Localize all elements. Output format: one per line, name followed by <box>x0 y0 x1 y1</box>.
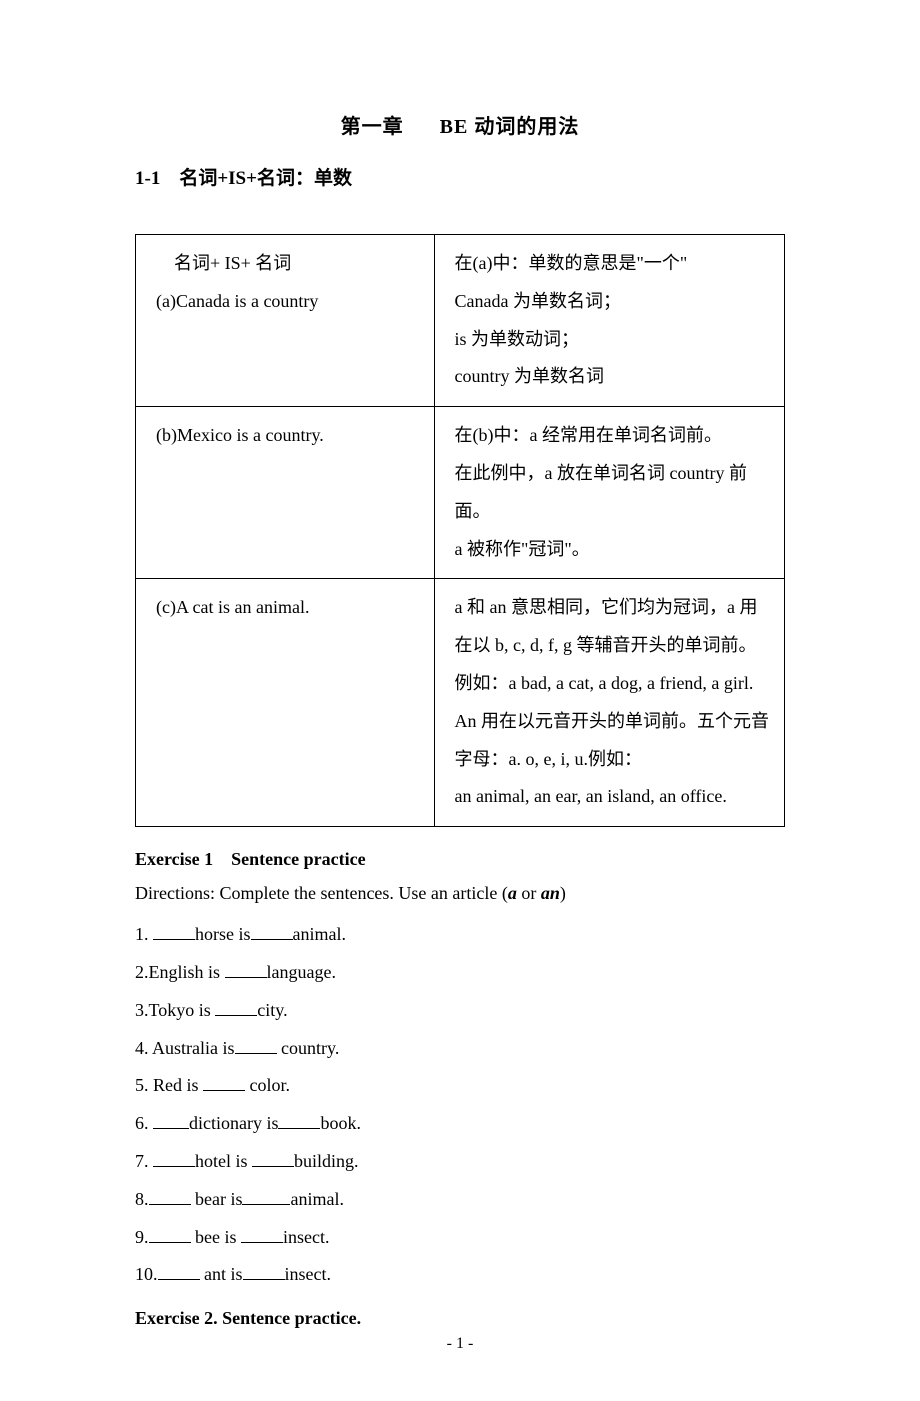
item-post: insect. <box>285 1264 332 1284</box>
item-post: city. <box>257 1000 287 1020</box>
chapter-title: 第一章 BE 动词的用法 <box>135 110 785 139</box>
item-pre: 2.English is <box>135 962 225 982</box>
sentence-item: 6. dictionary is book. <box>135 1105 785 1143</box>
item-post: language. <box>267 962 336 982</box>
item-pre: 3.Tokyo is <box>135 1000 215 1020</box>
sentence-item: 2.English is language. <box>135 954 785 992</box>
blank <box>153 922 195 940</box>
blank <box>241 1225 283 1243</box>
blank <box>158 1262 200 1280</box>
blank <box>203 1073 245 1091</box>
item-post: country. <box>277 1038 340 1058</box>
item-post: animal. <box>290 1189 343 1209</box>
table-row: 名词+ IS+ 名词(a)Canada is a country 在(a)中：单… <box>136 235 785 407</box>
directions-post: ) <box>560 883 566 903</box>
exercise1-list: 1. horse is animal. 2.English is language… <box>135 916 785 1294</box>
sentence-item: 4. Australia is country. <box>135 1030 785 1068</box>
exercise1-heading: Exercise 1 Sentence practice <box>135 845 785 871</box>
blank <box>242 1187 290 1205</box>
exercise1-directions: Directions: Complete the sentences. Use … <box>135 883 785 904</box>
table-cell-right: a 和 an 意思相同，它们均为冠词，a 用在以 b, c, d, f, g 等… <box>434 579 784 827</box>
blank <box>215 998 257 1016</box>
item-mid: horse is <box>195 924 251 944</box>
chapter-pre: 第一章 <box>341 116 404 138</box>
table-cell-left: (b)Mexico is a country. <box>136 407 435 579</box>
table-cell-right: 在(b)中：a 经常用在单词名词前。在此例中，a 放在单词名词 country … <box>434 407 784 579</box>
item-pre: 4. Australia is <box>135 1038 235 1058</box>
sentence-item: 3.Tokyo is city. <box>135 992 785 1030</box>
item-post: animal. <box>293 924 346 944</box>
table-row: (b)Mexico is a country. 在(b)中：a 经常用在单词名词… <box>136 407 785 579</box>
directions-a: a <box>508 883 517 903</box>
item-post: building. <box>294 1151 359 1171</box>
blank <box>251 922 293 940</box>
page-number: - 1 - <box>0 1335 920 1353</box>
sentence-item: 1. horse is animal. <box>135 916 785 954</box>
item-mid: dictionary is <box>189 1113 278 1133</box>
item-pre: 7. <box>135 1151 153 1171</box>
directions-or: or <box>517 883 541 903</box>
item-mid: bee is <box>191 1227 241 1247</box>
item-post: insect. <box>283 1227 330 1247</box>
item-mid: bear is <box>191 1189 243 1209</box>
item-post: book. <box>320 1113 361 1133</box>
sentence-item: 5. Red is color. <box>135 1067 785 1105</box>
section-heading: 1-1 名词+IS+名词：单数 <box>135 163 785 190</box>
sentence-item: 7. hotel is building. <box>135 1143 785 1181</box>
item-pre: 9. <box>135 1227 149 1247</box>
table-row: (c)A cat is an animal. a 和 an 意思相同，它们均为冠… <box>136 579 785 827</box>
item-pre: 10. <box>135 1264 158 1284</box>
page: 第一章 BE 动词的用法 1-1 名词+IS+名词：单数 名词+ IS+ 名词(… <box>0 0 920 1401</box>
item-pre: 6. <box>135 1113 153 1133</box>
item-pre: 1. <box>135 924 153 944</box>
chapter-name: BE 动词的用法 <box>440 116 580 138</box>
item-pre: 5. Red is <box>135 1075 203 1095</box>
exercise2-heading: Exercise 2. Sentence practice. <box>135 1308 785 1329</box>
sentence-item: 10. ant is insect. <box>135 1256 785 1294</box>
directions-an: an <box>541 883 560 903</box>
grammar-table: 名词+ IS+ 名词(a)Canada is a country 在(a)中：单… <box>135 234 785 827</box>
blank <box>153 1111 189 1129</box>
blank <box>252 1149 294 1167</box>
item-pre: 8. <box>135 1189 149 1209</box>
blank <box>153 1149 195 1167</box>
blank <box>149 1187 191 1205</box>
blank <box>235 1036 277 1054</box>
blank <box>225 960 267 978</box>
item-mid: ant is <box>200 1264 243 1284</box>
item-mid: hotel is <box>195 1151 252 1171</box>
sentence-item: 9. bee is insect. <box>135 1219 785 1257</box>
sentence-item: 8. bear is animal. <box>135 1181 785 1219</box>
blank <box>149 1225 191 1243</box>
table-cell-left: (c)A cat is an animal. <box>136 579 435 827</box>
blank <box>243 1262 285 1280</box>
grammar-table-body: 名词+ IS+ 名词(a)Canada is a country 在(a)中：单… <box>136 235 785 827</box>
blank <box>278 1111 320 1129</box>
item-post: color. <box>245 1075 290 1095</box>
table-cell-left: 名词+ IS+ 名词(a)Canada is a country <box>136 235 435 407</box>
directions-pre: Directions: Complete the sentences. Use … <box>135 883 508 903</box>
table-cell-right: 在(a)中：单数的意思是"一个"Canada 为单数名词；is 为单数动词；co… <box>434 235 784 407</box>
